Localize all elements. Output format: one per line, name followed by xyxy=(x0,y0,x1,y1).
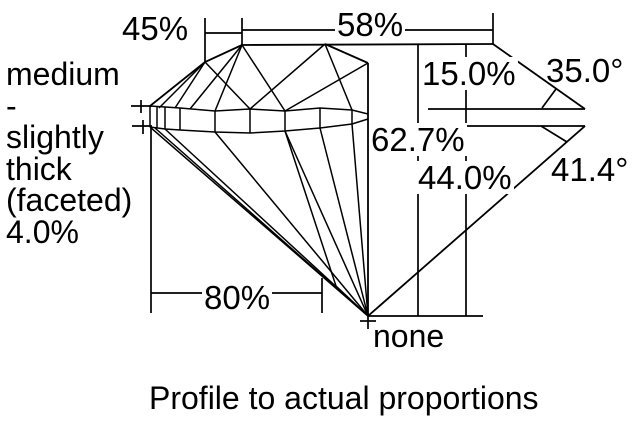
schematic-cross-section xyxy=(241,43,586,317)
crown-angle-label: 35.0° xyxy=(546,52,624,89)
girdle-band xyxy=(149,105,369,134)
table-far-edge xyxy=(324,43,369,64)
total-depth-label: 62.7% xyxy=(369,121,467,158)
crown-facet-lines xyxy=(158,43,369,112)
dimension-lines xyxy=(131,13,568,329)
pavilion-slope-line xyxy=(367,125,586,317)
pavilion-angle-label: 41.4° xyxy=(551,151,629,188)
pavilion-facet-lines xyxy=(149,123,369,317)
crown-height-label: 15.0% xyxy=(420,55,518,92)
girdle-top-edge xyxy=(149,105,369,115)
star-length-label: 45% xyxy=(122,10,189,47)
girdle-bottom-edge xyxy=(149,118,369,134)
pavilion-depth-label: 44.0% xyxy=(416,159,514,196)
lower-girdle-label: 80% xyxy=(202,279,273,316)
figure-caption: Profile to actual proportions xyxy=(149,380,539,416)
crown-slope-line xyxy=(492,43,586,110)
pavilion-angle-chord xyxy=(540,125,568,143)
crown-angle-chord xyxy=(541,88,557,109)
table-percent-label: 58% xyxy=(335,6,406,43)
table-line xyxy=(241,43,494,46)
girdle-description-label: medium - slightly thick (faceted) 4.0% xyxy=(6,56,133,250)
culet-label: none xyxy=(373,318,445,354)
